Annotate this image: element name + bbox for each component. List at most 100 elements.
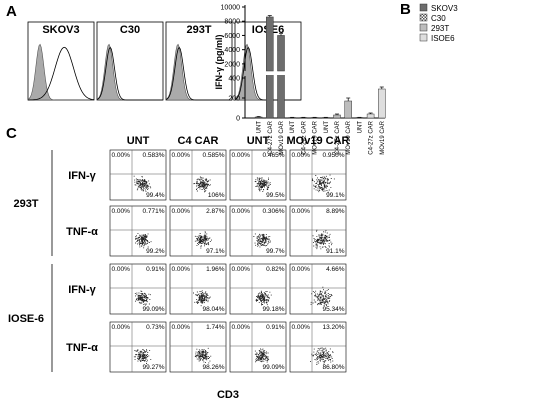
quadrant-percent: 0.73% [146,324,165,331]
quadrant-percent: 0.465% [262,152,284,159]
quadrant-percent: 0.00% [232,266,251,273]
plot-frame [169,149,227,201]
event-dots [311,174,335,193]
x-tick-label: MOv19 CAR [279,120,285,154]
quadrant-percent: 99.18% [262,306,284,313]
event-dots [135,233,152,249]
legend-label: 293T [431,24,449,33]
plot-frame [229,263,287,315]
quadrant-percent: 99.1% [326,192,345,199]
x-tick-label: UNT [257,121,263,134]
cell-label: 293T [186,24,211,36]
quadrant-percent: 99.7% [266,248,285,255]
x-tick-label: MOv19 CAR [380,120,386,154]
column-header: MOv19 CAR [287,135,350,147]
legend-label: C30 [431,14,446,23]
plot-frame [289,149,347,201]
quadrant-percent: 0.00% [232,324,251,331]
quadrant-percent: 86.80% [322,364,344,371]
bar [333,114,341,119]
bar [277,75,285,119]
quadrant-percent: 0.00% [112,208,131,215]
column-header: UNT [127,135,150,147]
panel-label: C [6,125,17,142]
plot-frame [169,263,227,315]
bar [266,16,274,72]
quadrant-percent: 0.00% [172,208,191,215]
quadrant-percent: 0.00% [292,324,311,331]
y-tick-label: 2000 [224,61,240,68]
quadrant-percent: 0.91% [146,266,165,273]
y-tick-label: 4000 [224,47,240,54]
marker-label: TNF-α [66,342,98,354]
event-dots [194,231,212,249]
quadrant-percent: 99.27% [142,364,164,371]
column-header: C4 CAR [178,135,219,147]
y-tick-label: 6000 [224,33,240,40]
cell-label: C30 [120,24,140,36]
event-dots [133,348,152,364]
quadrant-percent: 0.950% [322,152,344,159]
x-axis-label: CD3 [217,389,239,401]
quadrant-percent: 0.00% [172,152,191,159]
event-dots [193,290,211,307]
bar [277,35,285,72]
y-tick-label: 0 [236,116,240,123]
stain-histogram [96,46,163,101]
x-tick-label: MOv19 CAR [313,120,319,154]
event-dots [255,290,272,306]
quadrant-percent: 0.91% [266,324,285,331]
group-label: IOSE-6 [8,313,44,325]
legend-swatch [419,3,428,12]
event-dots [133,175,152,192]
plot-frame [169,205,227,257]
cell-label: SKOV3 [42,24,79,36]
group-label: 293T [13,198,38,210]
marker-label: IFN-γ [68,170,96,182]
plot-frame [109,263,167,315]
legend-swatch [419,33,428,42]
plot-frame [229,321,287,373]
bar [378,88,386,119]
plot-frame [229,149,287,201]
control-histogram [27,43,94,101]
quadrant-percent: 0.00% [172,266,191,273]
plot-frame [289,205,347,257]
quadrant-percent: 0.00% [172,324,191,331]
quadrant-percent: 97.1% [206,248,225,255]
event-dots [254,348,270,363]
y-tick-label: 200 [228,96,240,103]
quadrant-percent: 91.1% [326,248,345,255]
quadrant-percent: 0.583% [142,152,164,159]
quadrant-percent: 0.00% [112,266,131,273]
quadrant-percent: 0.00% [292,152,311,159]
bar [254,116,263,119]
bar [366,113,375,119]
quadrant-percent: 4.66% [326,266,345,273]
event-dots [194,347,212,364]
event-dots [310,286,333,306]
event-dots [253,233,271,248]
x-tick-label: C4-27z CAR [301,120,307,154]
x-tick-label: C4-27z CAR [369,120,375,154]
quadrant-percent: 0.00% [112,152,131,159]
event-dots [134,290,151,306]
quadrant-percent: 1.74% [206,324,225,331]
plot-frame [109,149,167,201]
event-dots [193,176,211,193]
plot-frame [109,321,167,373]
y-tick-label: 8000 [224,19,240,26]
x-tick-label: C4-27z CAR [268,120,274,154]
stain-histogram [28,46,95,101]
control-histogram [96,43,163,101]
event-dots [254,177,271,193]
quadrant-percent: 99.2% [146,248,165,255]
quadrant-percent: 0.00% [232,152,251,159]
quadrant-percent: 0.00% [292,266,311,273]
quadrant-percent: 0.585% [202,152,224,159]
quadrant-percent: 13.20% [322,324,344,331]
legend-swatch [419,23,428,32]
marker-label: IFN-γ [68,284,96,296]
legend-swatch [419,13,428,22]
